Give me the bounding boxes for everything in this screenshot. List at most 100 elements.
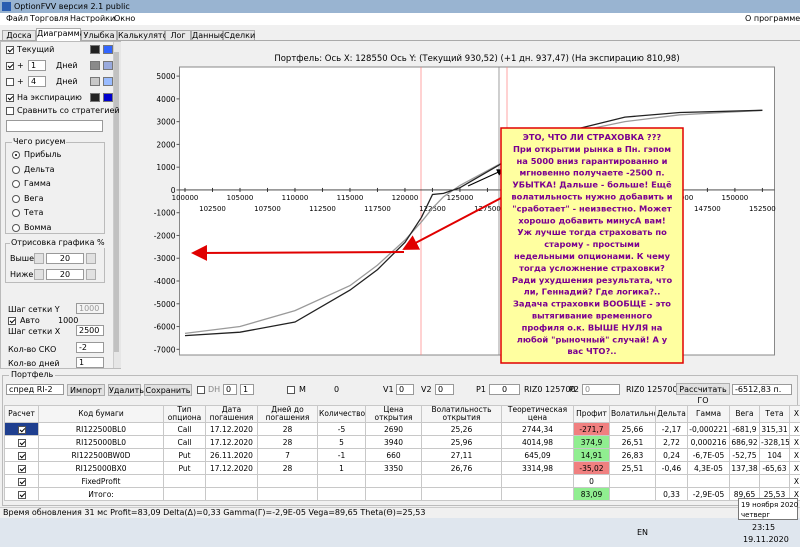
radio[interactable]	[12, 165, 20, 174]
color-swatch[interactable]	[90, 45, 100, 54]
checkbox[interactable]	[17, 451, 26, 460]
checkbox[interactable]	[17, 477, 26, 486]
checkbox[interactable]	[17, 464, 26, 473]
go-output[interactable]: -6512,83 п.	[732, 384, 792, 395]
calc-go-button[interactable]: Рассчитать ГО	[676, 383, 730, 405]
delete-cell[interactable]: X	[789, 448, 800, 462]
table-cell: -0,46	[655, 461, 688, 475]
checkbox[interactable]	[6, 46, 14, 54]
color-swatch[interactable]	[90, 77, 100, 86]
checkbox[interactable]	[17, 490, 26, 499]
menu-item[interactable]: Настройки	[70, 14, 116, 23]
table-cell: 17.12.2020	[205, 435, 258, 449]
x-tick-label: 110000	[282, 194, 309, 202]
menu-item[interactable]: Окно	[114, 14, 136, 23]
annotation-line: Задача страховки ВООБЩЕ - это	[513, 299, 671, 309]
dh-label: DH	[208, 385, 221, 394]
table-cell: 17.12.2020	[205, 461, 258, 475]
about-menu[interactable]: О программе	[745, 14, 800, 23]
calc-cell	[4, 448, 39, 462]
table-cell: -2,9E-05	[687, 487, 730, 501]
table-row: RI122500BL0 Call 17.12.2020 28 -5 2690 25,26 27…	[4, 422, 800, 436]
checkbox[interactable]	[17, 438, 26, 447]
annotation-line: "сработает" - неизвестно. Может	[512, 203, 672, 213]
menu-item[interactable]: Торговля	[30, 14, 69, 23]
checkbox[interactable]	[6, 107, 14, 115]
radio[interactable]	[12, 180, 20, 189]
radio[interactable]	[12, 194, 20, 203]
tab[interactable]: Данные	[191, 30, 225, 40]
riz-label: RIZ0 125700	[626, 385, 678, 394]
table-cell: -2,17	[655, 422, 688, 436]
checkbox[interactable]	[8, 317, 16, 325]
table-cell: 3350	[365, 461, 422, 475]
v2-input[interactable]: 0	[435, 384, 454, 395]
range-input[interactable]: 20	[46, 269, 84, 280]
y-tick-label: -4000	[154, 277, 176, 286]
sko-input[interactable]: -2	[76, 342, 104, 353]
radio[interactable]	[12, 209, 20, 218]
color-swatch[interactable]	[90, 61, 100, 70]
radio[interactable]	[12, 224, 20, 232]
color-swatch[interactable]	[103, 93, 113, 102]
strategy-dropdown[interactable]	[6, 120, 103, 132]
days-input[interactable]: 1	[28, 60, 46, 71]
import-button[interactable]: Импорт	[67, 384, 105, 396]
scroll-thumb[interactable]	[114, 52, 119, 352]
strategy-select[interactable]: спред RI-2	[6, 384, 64, 395]
spin-left[interactable]	[34, 253, 44, 264]
tab[interactable]: Доска	[2, 30, 36, 40]
annotation-line: хорошо добавить минусА вам!	[518, 215, 665, 225]
arrow	[467, 169, 505, 187]
tab[interactable]: Улыбка	[81, 30, 117, 40]
radio[interactable]	[12, 151, 20, 159]
delete-button[interactable]: Удалить	[108, 384, 144, 396]
checkbox[interactable]	[197, 386, 205, 394]
days-count-input[interactable]: 1	[76, 357, 104, 368]
grid-x-input[interactable]: 2500	[76, 325, 104, 336]
sko-label: Кол-во СКО	[8, 345, 57, 354]
delete-cell[interactable]: X	[789, 435, 800, 449]
color-swatch[interactable]	[103, 61, 113, 70]
checkbox[interactable]	[6, 94, 14, 102]
dh-input[interactable]: 0	[223, 384, 237, 395]
color-swatch[interactable]	[103, 45, 113, 54]
column-header: Тип опциона	[163, 405, 206, 423]
delete-cell[interactable]: X	[789, 474, 800, 488]
checkbox[interactable]	[6, 62, 14, 70]
spin-right[interactable]	[86, 269, 96, 280]
arrow	[402, 196, 504, 250]
checkbox[interactable]	[17, 425, 26, 434]
menu-item[interactable]: Файл	[6, 14, 29, 23]
v1-label: V1	[383, 385, 394, 394]
legend-label: На экспирацию	[17, 93, 82, 102]
spin-right[interactable]	[86, 253, 96, 264]
table-cell: Итого:	[38, 487, 164, 501]
tab[interactable]: Сделки	[223, 30, 256, 40]
table-cell: 3314,98	[501, 461, 574, 475]
color-swatch[interactable]	[90, 93, 100, 102]
delete-cell[interactable]: X	[789, 461, 800, 475]
delete-cell[interactable]: X	[789, 422, 800, 436]
tab[interactable]: Диаграмма	[36, 28, 85, 41]
tab[interactable]: Калькулятор	[117, 30, 173, 40]
checkbox[interactable]	[6, 78, 14, 86]
table-cell: 315,31	[759, 422, 790, 436]
checkbox[interactable]	[287, 386, 295, 394]
p1-input[interactable]: 0	[489, 384, 520, 395]
annotation-line: мгновенно получаете -2500 п.	[520, 168, 665, 178]
table-cell: -1	[317, 448, 366, 462]
tab[interactable]: Лог	[165, 30, 191, 40]
table-cell: 27,11	[421, 448, 502, 462]
p2-input[interactable]: 0	[582, 384, 620, 395]
p1-label: P1	[476, 385, 486, 394]
range-input[interactable]: 20	[46, 253, 84, 264]
color-swatch[interactable]	[103, 77, 113, 86]
days-input[interactable]: 4	[28, 76, 46, 87]
spin-left[interactable]	[34, 269, 44, 280]
grid-y-input[interactable]: 1000	[76, 303, 104, 314]
save-button[interactable]: Сохранить	[144, 384, 192, 396]
table-cell	[205, 487, 258, 501]
dh-input[interactable]: 1	[240, 384, 254, 395]
v1-input[interactable]: 0	[396, 384, 414, 395]
